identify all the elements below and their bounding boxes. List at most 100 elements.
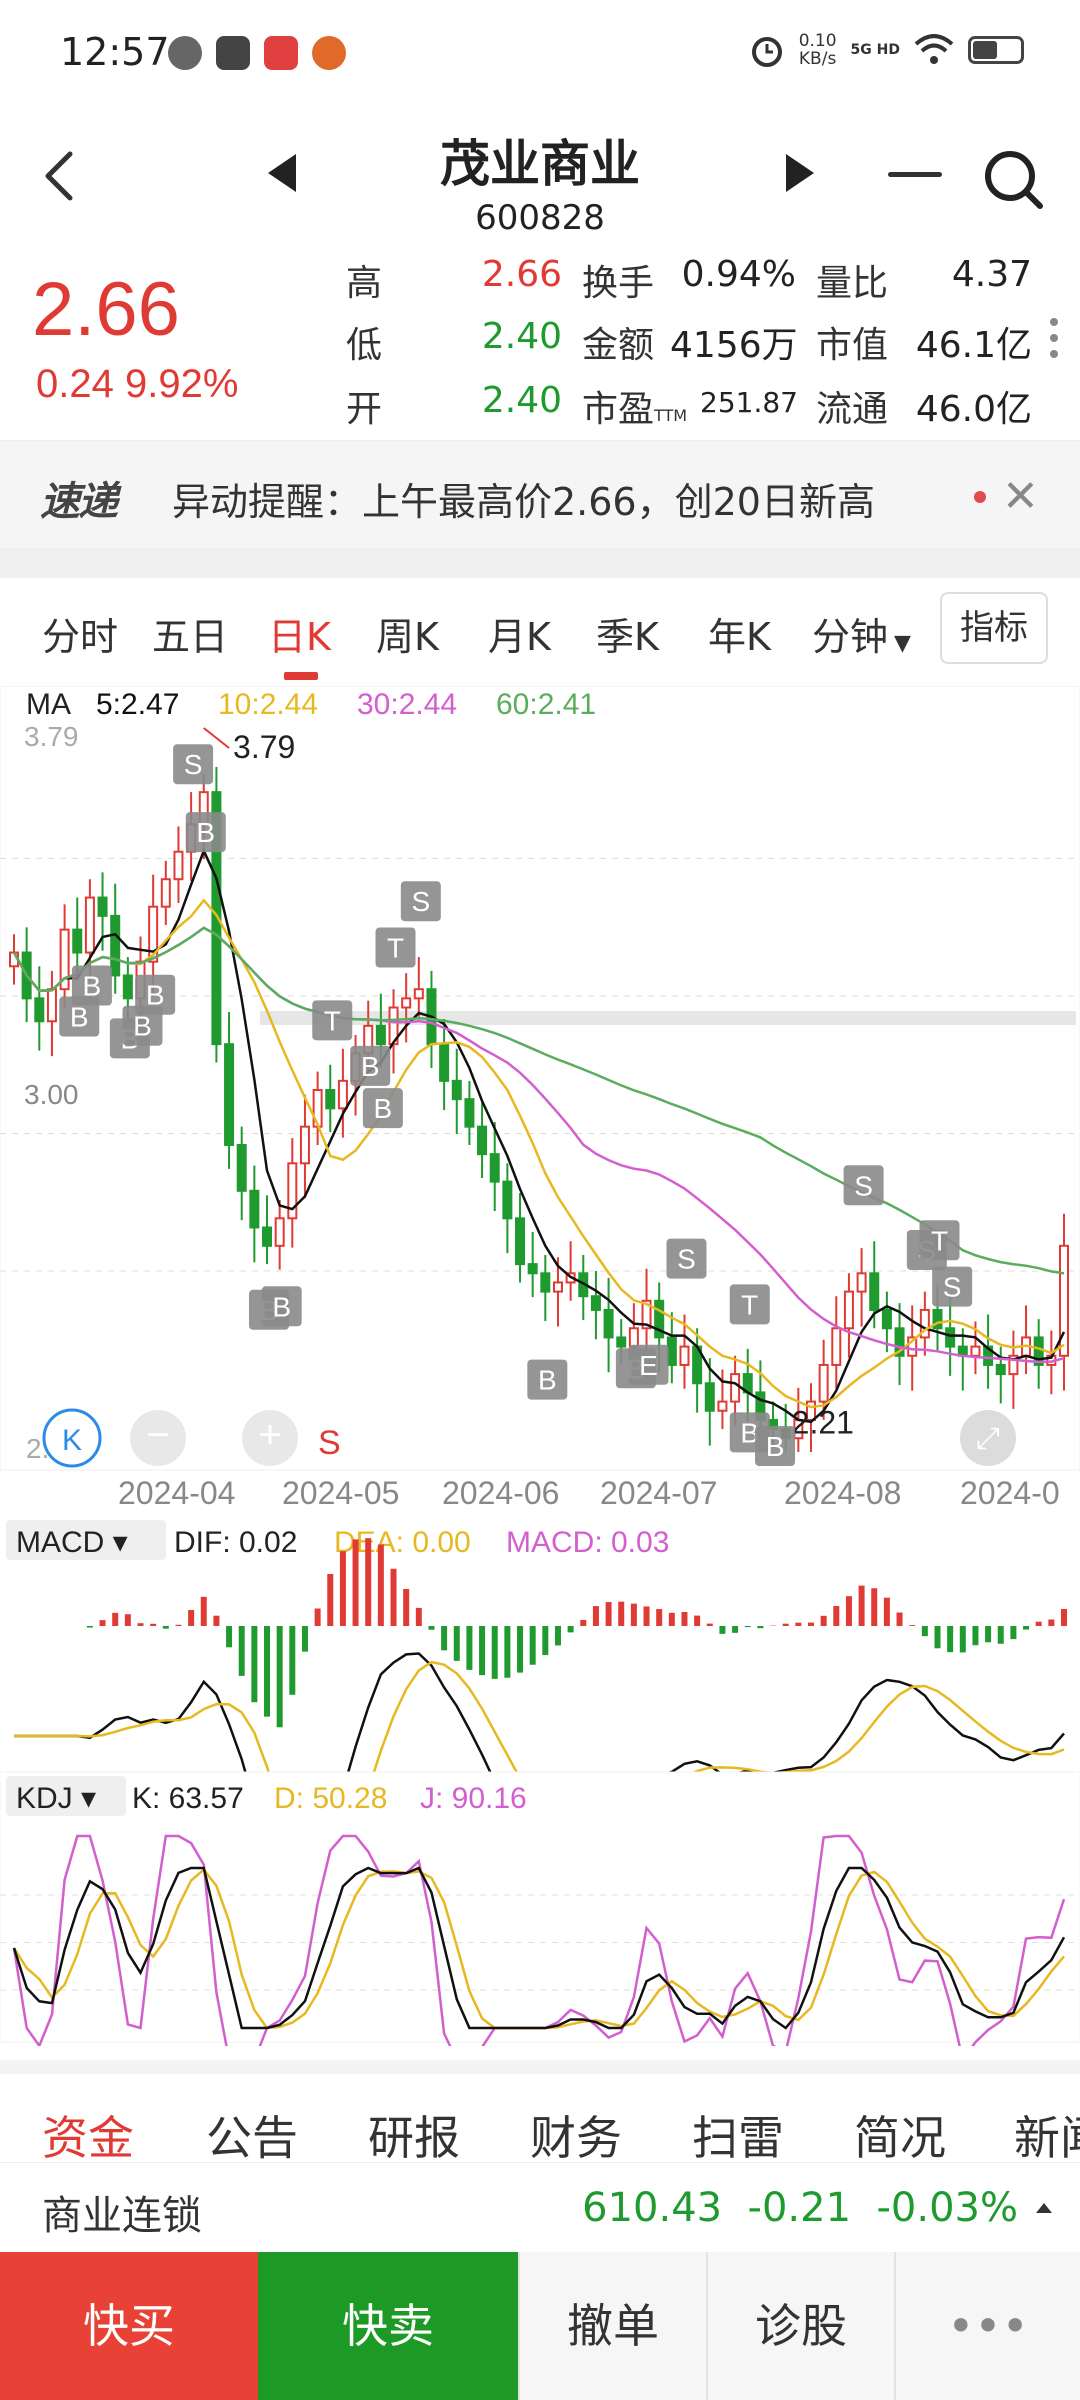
resistance-band [260,1011,1076,1025]
trade-marker-label: B [83,971,102,1002]
ma-legend-item: 5:2.47 [96,688,179,721]
k-logo-icon [42,1408,102,1468]
search-icon[interactable] [982,148,1044,210]
stock-code: 600828 [475,198,605,238]
high-label: 高 [346,263,383,304]
candle-body [552,1281,563,1293]
trade-marker-badge [527,1359,568,1400]
ma5-line [12,847,1066,1424]
fullscreen-icon [960,1410,1016,1466]
trade-marker-badge [173,744,214,785]
trade-marker-label: B [766,1431,785,1462]
trade-marker-label: T [741,1289,758,1320]
quote-panel: 2.66 0.24 9.92% 高 2.66 换手 0.94% 量比 4.37 … [0,240,1080,440]
candle-body [831,1327,842,1366]
tab-minute[interactable]: 分钟 ▼ [812,606,911,661]
tab-five-day[interactable]: 五日 [152,615,229,659]
candle-body [666,1336,677,1366]
trade-marker-badge [755,1426,796,1466]
candle-body [46,988,57,1023]
candle-body [1008,1354,1019,1376]
tab-weekly-k[interactable]: 周K [376,615,439,659]
tab-monthly-k[interactable]: 月K [488,615,551,659]
indicator-button[interactable]: 指标 [940,592,1048,664]
market-cap-value: 46.1亿 [915,325,1032,366]
tab-research[interactable]: 研报 [368,2111,460,2165]
quick-buy-button[interactable]: 快买 [0,2252,258,2400]
candle-body [477,1125,488,1156]
kline-chart-svg[interactable]: MA 5:2.47 10:2.44 30:2.44 60:2.41 3.79 3.00 2.2… [0,686,1080,2046]
macd-panel-bg [0,1516,1080,1766]
sector-row[interactable]: 商业连锁 610.43 -0.21 -0.03% [0,2162,1080,2254]
diagnose-button[interactable]: 诊股 [706,2252,894,2400]
tab-announcements[interactable]: 公告 [206,2111,298,2165]
more-vertical-icon[interactable] [1050,318,1058,366]
trade-marker-label: S [677,1244,696,1275]
candle-body [616,1336,627,1348]
candle-body [401,997,412,1009]
x-axis-tick: 2024-08 [784,1475,901,1511]
open-label: 开 [346,389,383,430]
candle-body [122,974,133,1000]
x-axis-tick: 2024-06 [442,1475,559,1511]
trade-marker-label: T [931,1225,948,1256]
chart-area[interactable]: MA 5:2.47 10:2.44 30:2.44 60:2.41 3.79 3.00 2.2… [0,686,1080,2046]
volume-ratio-value: 4.37 [951,254,1032,295]
tab-financials[interactable]: 财务 [530,2111,622,2165]
candle-body [919,1308,930,1339]
tab-capital[interactable]: 资金 [42,2111,134,2165]
trade-marker-badge [261,1286,302,1327]
kdj-j: J: 90.16 [420,1782,527,1815]
candle-body [211,791,222,1046]
tab-daily-k[interactable]: 日K [268,615,331,659]
kdj-k-line [12,1866,1066,2030]
sector-name: 商业连锁 [42,2193,202,2239]
trade-marker-badge [729,1284,770,1325]
active-tab-indicator [284,672,318,680]
trade-marker-label: E [639,1350,658,1381]
low-label: 低 [346,325,383,366]
tab-quarterly-k[interactable]: 季K [596,615,659,659]
candle-body [173,850,184,881]
cancel-order-button[interactable]: 撤单 [518,2252,706,2400]
candle-body [654,1299,665,1339]
candle-body [805,1400,816,1421]
stock-header: 茂业商业 600828 [0,110,1080,240]
macd-dif: DIF: 0.02 [174,1526,297,1559]
status-right: 0.10 KB/s 5G HD [749,32,1024,68]
candle-body [375,1024,386,1046]
candle-body [489,1153,500,1183]
trade-marker-badge [185,812,226,853]
trade-marker-badge [122,1005,163,1046]
trade-marker-label: B [133,1011,152,1042]
kdj-label: KDJ ▾ [16,1782,96,1815]
stock-name: 茂业商业 [440,135,640,193]
candle-body [224,1043,235,1146]
next-stock-icon[interactable] [780,150,820,196]
trade-marker-label: B [361,1051,380,1082]
tab-risk-scan[interactable]: 扫雷 [692,2111,784,2165]
caret-up-icon[interactable] [1036,2203,1052,2213]
watchlist-remove-icon[interactable] [888,172,942,177]
previous-stock-icon[interactable] [262,150,302,196]
tab-news[interactable]: 新闻 [1014,2111,1080,2165]
candle-body [945,1327,956,1348]
tab-intraday[interactable]: 分时 [42,615,119,659]
k-logo-letter: K [62,1424,82,1457]
back-arrow-icon[interactable] [36,146,86,206]
y-axis-mid-label: 3.00 [24,1079,79,1110]
alert-banner[interactable]: 速递 异动提醒：上午最高价2.66，创20日新高 ✕ [0,440,1080,548]
y-axis-max-label: 3.79 [24,721,79,752]
tab-profile[interactable]: 简况 [854,2111,946,2165]
quick-sell-button[interactable]: 快卖 [258,2252,518,2400]
trade-marker-badge [932,1266,973,1307]
candle-body [249,1189,260,1229]
low-value: 2.40 [481,316,562,357]
candle-body [84,896,95,954]
trade-marker-label: S [854,1170,873,1201]
close-icon[interactable]: ✕ [1002,471,1039,522]
more-button[interactable]: ••• [894,2252,1080,2400]
candle-body [59,928,70,991]
unread-dot-icon [974,491,986,503]
tab-yearly-k[interactable]: 年K [708,615,771,659]
